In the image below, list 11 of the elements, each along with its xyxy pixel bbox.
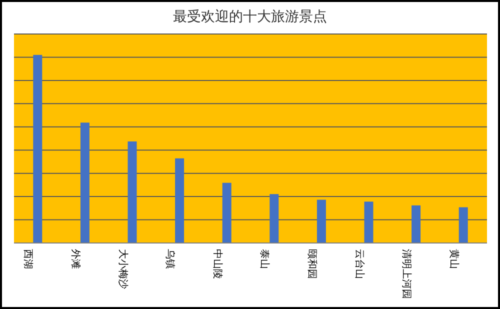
x-tick-label: 清明上河园 <box>400 249 412 299</box>
x-tick-label: 西湖 <box>22 249 34 269</box>
x-tick-label: 乌镇 <box>164 249 176 269</box>
x-tick-label: 中山陵 <box>211 249 222 279</box>
x-tick-label: 泰山 <box>258 249 270 269</box>
x-tick-label: 大小梅沙 <box>116 249 128 289</box>
x-tick-label: 黄山 <box>448 249 459 269</box>
x-tick-label: 云台山 <box>353 249 364 279</box>
title: 最受欢迎的十大旅游景点 <box>173 9 327 25</box>
x-tick-label: 外滩 <box>69 249 80 269</box>
x-tick-label: 颐和园 <box>306 249 317 279</box>
